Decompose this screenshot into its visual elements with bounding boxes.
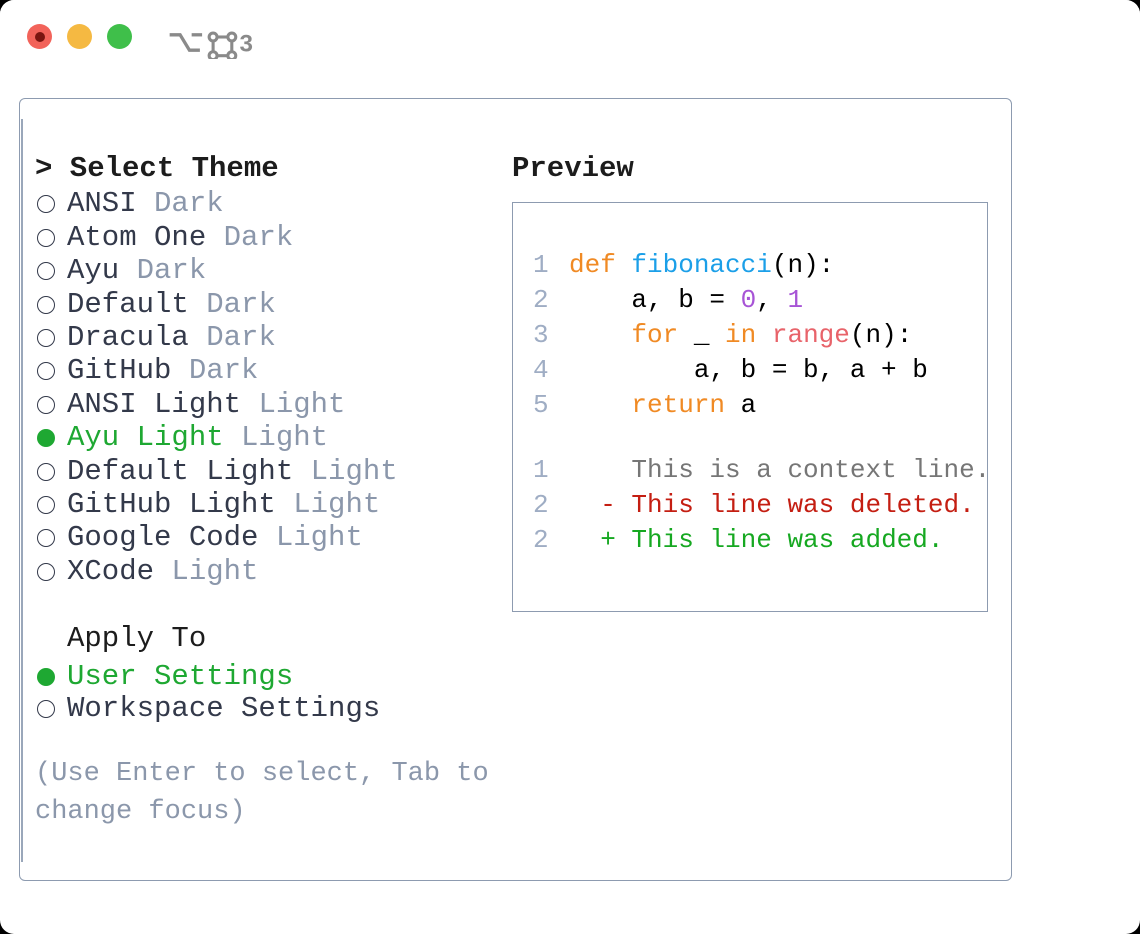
svg-text:3: 3: [240, 30, 253, 57]
